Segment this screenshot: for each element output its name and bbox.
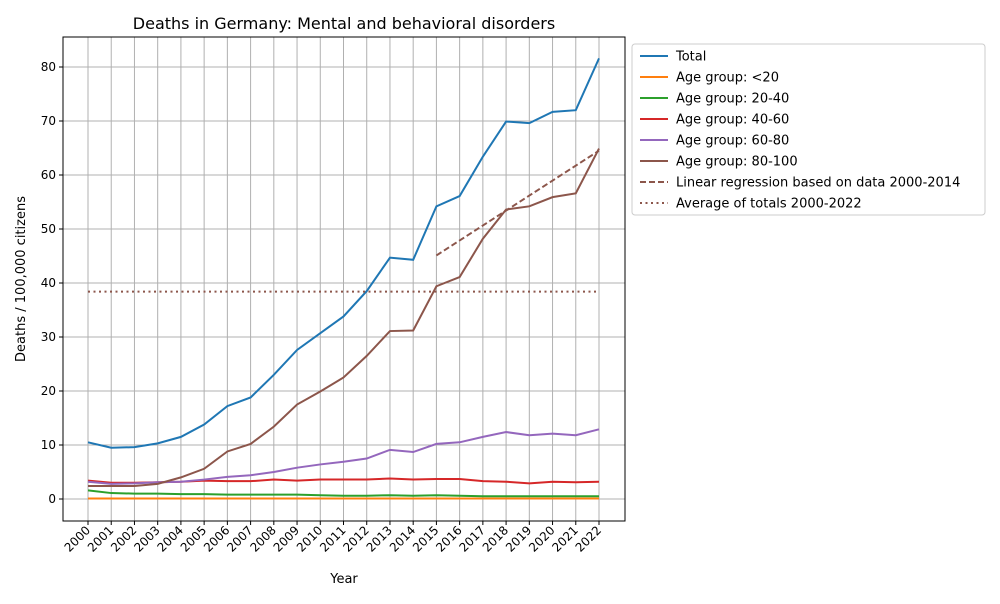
plot-frame — [62, 36, 626, 522]
series-line-5 — [88, 148, 600, 488]
x-tick-label: 2000 — [62, 523, 93, 554]
legend-box — [631, 43, 986, 216]
y-tick-label: 10 — [41, 438, 56, 452]
y-tick-label: 60 — [41, 168, 56, 182]
x-tick-label: 2005 — [178, 523, 209, 554]
x-tick-label: 2004 — [155, 523, 186, 554]
legend-label: Average of totals 2000-2022 — [676, 197, 862, 212]
x-tick-label: 2018 — [480, 523, 511, 554]
y-tick-label: 20 — [41, 384, 56, 398]
series-line-0 — [87, 57, 600, 449]
legend-label: Age group: 20-40 — [676, 92, 789, 107]
x-tick-label: 2007 — [224, 523, 255, 554]
y-tick-label: 30 — [41, 330, 56, 344]
legend-label: Age group: 40-60 — [676, 113, 789, 128]
series-line-2 — [87, 489, 599, 498]
x-tick-label: 2001 — [85, 523, 116, 554]
x-tick-label: 2002 — [108, 523, 139, 554]
x-tick-label: 2016 — [433, 523, 464, 554]
x-tick-label: 2022 — [573, 523, 604, 554]
x-tick-label: 2010 — [294, 523, 325, 554]
series-line-6 — [435, 149, 600, 257]
x-tick-label: 2021 — [549, 523, 580, 554]
x-tick-label: 2013 — [364, 523, 395, 554]
x-tick-label: 2020 — [526, 523, 557, 554]
x-tick-label: 2008 — [247, 523, 278, 554]
y-tick-label: 70 — [41, 114, 56, 128]
x-tick-label: 2006 — [201, 523, 232, 554]
legend-label: Total — [675, 50, 706, 65]
legend-label: Age group: 80-100 — [676, 155, 798, 170]
legend-label: Linear regression based on data 2000-201… — [676, 176, 960, 191]
x-tick-label: 2012 — [340, 523, 371, 554]
x-tick-label: 2017 — [456, 523, 487, 554]
legend-label: Age group: 60-80 — [676, 134, 789, 149]
y-axis-label: Deaths / 100,000 citizens — [14, 196, 29, 362]
chart-title: Deaths in Germany: Mental and behavioral… — [133, 14, 555, 33]
x-axis-label: Year — [329, 572, 358, 587]
x-tick-label: 2011 — [317, 523, 348, 554]
series-line-4 — [87, 428, 600, 485]
x-tick-label: 2009 — [271, 523, 302, 554]
y-tick-label: 40 — [41, 276, 56, 290]
x-tick-label: 2015 — [410, 523, 441, 554]
x-tick-label: 2014 — [387, 523, 418, 554]
x-tick-label: 2019 — [503, 523, 534, 554]
y-tick-label: 50 — [41, 222, 56, 236]
legend-label: Age group: <20 — [676, 71, 779, 86]
y-tick-label: 80 — [41, 60, 56, 74]
x-tick-label: 2003 — [131, 523, 162, 554]
y-tick-label: 0 — [48, 492, 56, 506]
